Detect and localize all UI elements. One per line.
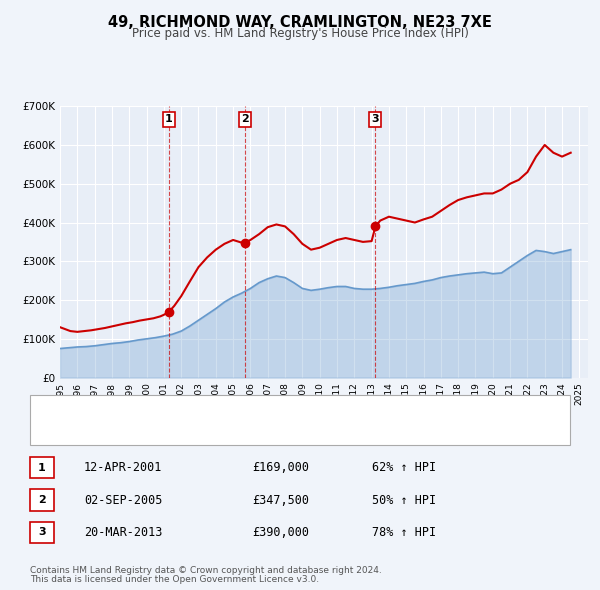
Text: Price paid vs. HM Land Registry's House Price Index (HPI): Price paid vs. HM Land Registry's House … <box>131 27 469 40</box>
Text: 62% ↑ HPI: 62% ↑ HPI <box>372 461 436 474</box>
Text: £390,000: £390,000 <box>252 526 309 539</box>
Text: 12-APR-2001: 12-APR-2001 <box>84 461 163 474</box>
Text: Contains HM Land Registry data © Crown copyright and database right 2024.: Contains HM Land Registry data © Crown c… <box>30 566 382 575</box>
Text: £169,000: £169,000 <box>252 461 309 474</box>
Text: 3: 3 <box>38 527 46 537</box>
Text: 2: 2 <box>241 114 248 124</box>
Text: 1: 1 <box>38 463 46 473</box>
Text: HPI: Average price, detached house, Northumberland: HPI: Average price, detached house, Nort… <box>84 427 363 437</box>
Text: 49, RICHMOND WAY, CRAMLINGTON, NE23 7XE (detached house): 49, RICHMOND WAY, CRAMLINGTON, NE23 7XE … <box>84 404 423 414</box>
Text: 50% ↑ HPI: 50% ↑ HPI <box>372 493 436 507</box>
Text: £347,500: £347,500 <box>252 493 309 507</box>
Text: 02-SEP-2005: 02-SEP-2005 <box>84 493 163 507</box>
Text: 1: 1 <box>165 114 173 124</box>
Text: This data is licensed under the Open Government Licence v3.0.: This data is licensed under the Open Gov… <box>30 575 319 584</box>
Text: 2: 2 <box>38 495 46 505</box>
Text: 20-MAR-2013: 20-MAR-2013 <box>84 526 163 539</box>
Text: 78% ↑ HPI: 78% ↑ HPI <box>372 526 436 539</box>
Text: 3: 3 <box>371 114 379 124</box>
Text: 49, RICHMOND WAY, CRAMLINGTON, NE23 7XE: 49, RICHMOND WAY, CRAMLINGTON, NE23 7XE <box>108 15 492 30</box>
